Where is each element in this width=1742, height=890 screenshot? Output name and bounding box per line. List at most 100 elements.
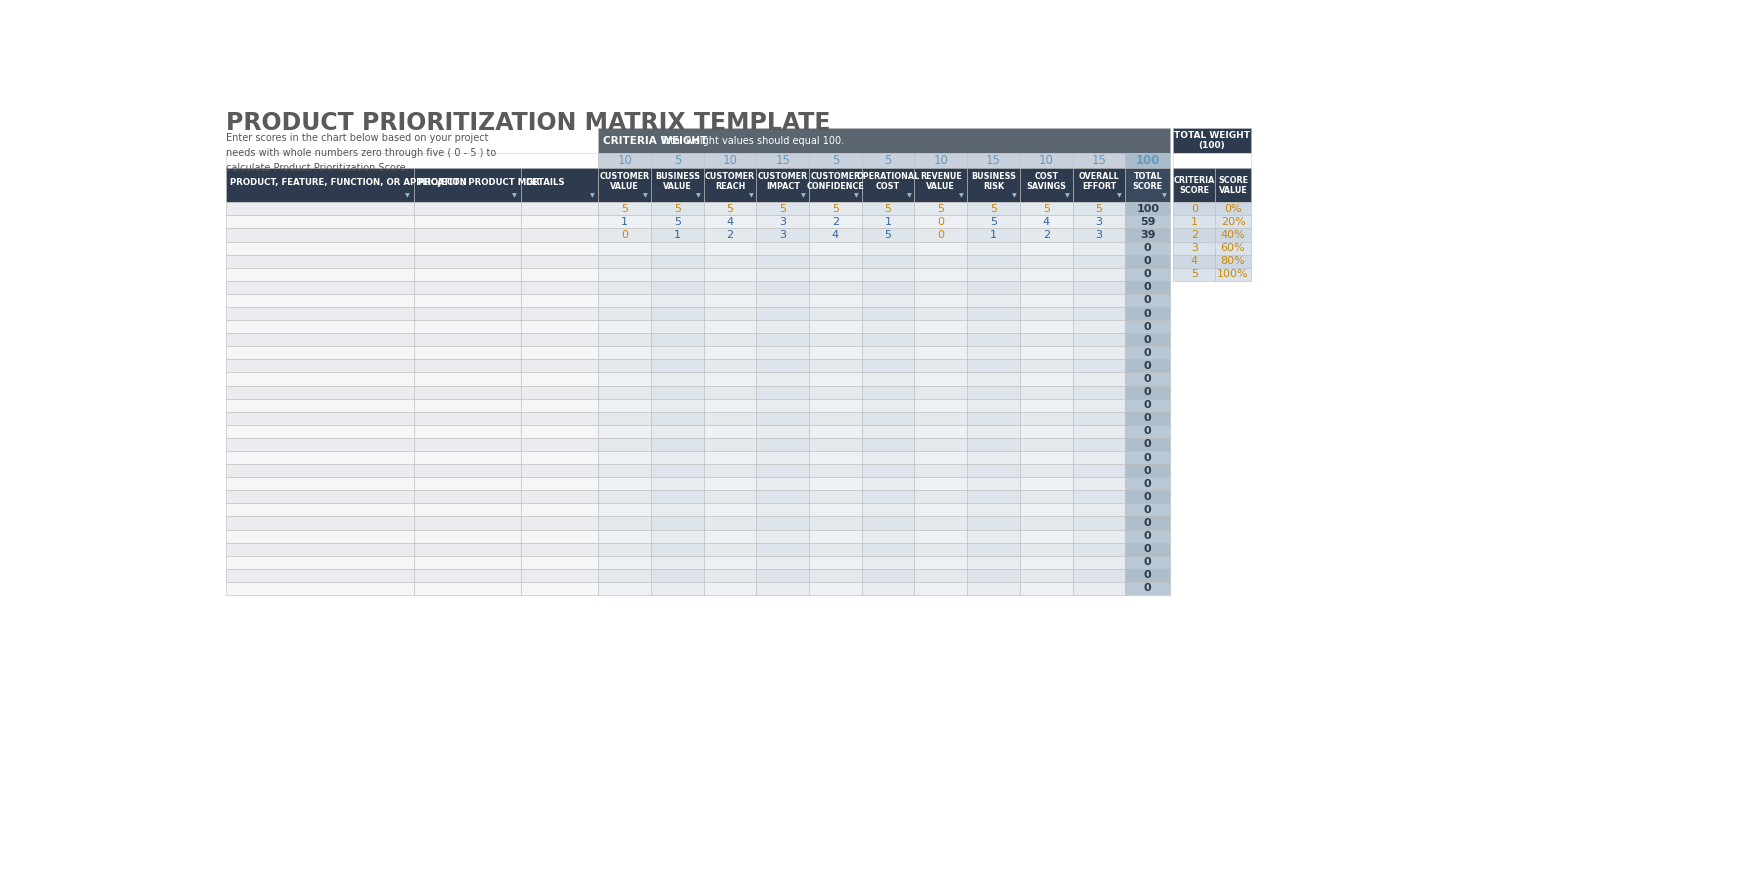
FancyBboxPatch shape — [598, 229, 652, 241]
FancyBboxPatch shape — [521, 255, 598, 268]
FancyBboxPatch shape — [1019, 229, 1073, 241]
Text: ▼: ▼ — [749, 194, 753, 198]
FancyBboxPatch shape — [967, 451, 1019, 464]
Text: 0: 0 — [1144, 584, 1151, 594]
FancyBboxPatch shape — [704, 333, 756, 346]
FancyBboxPatch shape — [521, 372, 598, 385]
Text: DETAILS: DETAILS — [526, 178, 564, 187]
Text: 15: 15 — [1092, 154, 1106, 167]
FancyBboxPatch shape — [1125, 202, 1171, 215]
Text: 0: 0 — [1144, 243, 1151, 253]
FancyBboxPatch shape — [598, 477, 652, 490]
FancyBboxPatch shape — [808, 268, 862, 281]
Text: ▼: ▼ — [643, 194, 648, 198]
FancyBboxPatch shape — [967, 477, 1019, 490]
FancyBboxPatch shape — [652, 399, 704, 412]
FancyBboxPatch shape — [862, 153, 915, 168]
Text: 5: 5 — [989, 217, 996, 227]
FancyBboxPatch shape — [652, 516, 704, 530]
FancyBboxPatch shape — [915, 516, 967, 530]
FancyBboxPatch shape — [1073, 569, 1125, 582]
FancyBboxPatch shape — [756, 464, 808, 477]
FancyBboxPatch shape — [1125, 333, 1171, 346]
FancyBboxPatch shape — [598, 516, 652, 530]
FancyBboxPatch shape — [521, 346, 598, 360]
FancyBboxPatch shape — [915, 451, 967, 464]
FancyBboxPatch shape — [808, 490, 862, 504]
FancyBboxPatch shape — [1125, 320, 1171, 333]
FancyBboxPatch shape — [225, 215, 415, 229]
FancyBboxPatch shape — [808, 360, 862, 372]
FancyBboxPatch shape — [415, 569, 521, 582]
FancyBboxPatch shape — [915, 530, 967, 543]
Text: 0: 0 — [1144, 492, 1151, 502]
FancyBboxPatch shape — [652, 255, 704, 268]
FancyBboxPatch shape — [1019, 168, 1073, 202]
Text: 5: 5 — [885, 204, 892, 214]
FancyBboxPatch shape — [415, 490, 521, 504]
FancyBboxPatch shape — [967, 229, 1019, 241]
Text: ▼: ▼ — [512, 194, 517, 198]
FancyBboxPatch shape — [652, 268, 704, 281]
FancyBboxPatch shape — [704, 504, 756, 516]
FancyBboxPatch shape — [915, 153, 967, 168]
FancyBboxPatch shape — [1125, 268, 1171, 281]
Text: 10: 10 — [934, 154, 948, 167]
FancyBboxPatch shape — [915, 360, 967, 372]
FancyBboxPatch shape — [1216, 202, 1251, 215]
FancyBboxPatch shape — [1125, 543, 1171, 555]
FancyBboxPatch shape — [808, 530, 862, 543]
Text: 5: 5 — [885, 154, 892, 167]
FancyBboxPatch shape — [1073, 543, 1125, 555]
FancyBboxPatch shape — [415, 412, 521, 425]
FancyBboxPatch shape — [1125, 215, 1171, 229]
FancyBboxPatch shape — [225, 438, 415, 451]
Text: 4: 4 — [833, 230, 840, 240]
FancyBboxPatch shape — [1073, 451, 1125, 464]
FancyBboxPatch shape — [967, 281, 1019, 294]
FancyBboxPatch shape — [862, 543, 915, 555]
Text: 0: 0 — [1144, 426, 1151, 436]
FancyBboxPatch shape — [521, 168, 598, 202]
FancyBboxPatch shape — [652, 530, 704, 543]
Text: 2: 2 — [726, 230, 733, 240]
FancyBboxPatch shape — [967, 412, 1019, 425]
Text: 4: 4 — [726, 217, 733, 227]
FancyBboxPatch shape — [1073, 438, 1125, 451]
FancyBboxPatch shape — [652, 464, 704, 477]
FancyBboxPatch shape — [915, 425, 967, 438]
Text: 0: 0 — [1144, 479, 1151, 489]
Text: BUSINESS
VALUE: BUSINESS VALUE — [655, 172, 700, 191]
FancyBboxPatch shape — [1019, 333, 1073, 346]
FancyBboxPatch shape — [756, 385, 808, 399]
FancyBboxPatch shape — [967, 241, 1019, 255]
Text: ▼: ▼ — [695, 194, 700, 198]
FancyBboxPatch shape — [756, 399, 808, 412]
FancyBboxPatch shape — [1019, 412, 1073, 425]
FancyBboxPatch shape — [652, 555, 704, 569]
FancyBboxPatch shape — [915, 320, 967, 333]
FancyBboxPatch shape — [808, 412, 862, 425]
FancyBboxPatch shape — [1216, 215, 1251, 229]
Text: ▼: ▼ — [906, 194, 911, 198]
FancyBboxPatch shape — [652, 412, 704, 425]
FancyBboxPatch shape — [652, 307, 704, 320]
FancyBboxPatch shape — [915, 464, 967, 477]
FancyBboxPatch shape — [756, 451, 808, 464]
FancyBboxPatch shape — [652, 320, 704, 333]
FancyBboxPatch shape — [1073, 202, 1125, 215]
FancyBboxPatch shape — [756, 555, 808, 569]
Text: 0: 0 — [1144, 335, 1151, 344]
FancyBboxPatch shape — [225, 153, 598, 168]
FancyBboxPatch shape — [521, 399, 598, 412]
FancyBboxPatch shape — [808, 241, 862, 255]
FancyBboxPatch shape — [652, 477, 704, 490]
FancyBboxPatch shape — [1073, 268, 1125, 281]
FancyBboxPatch shape — [598, 294, 652, 307]
FancyBboxPatch shape — [862, 555, 915, 569]
FancyBboxPatch shape — [225, 385, 415, 399]
FancyBboxPatch shape — [808, 543, 862, 555]
FancyBboxPatch shape — [862, 504, 915, 516]
FancyBboxPatch shape — [704, 294, 756, 307]
FancyBboxPatch shape — [1019, 555, 1073, 569]
